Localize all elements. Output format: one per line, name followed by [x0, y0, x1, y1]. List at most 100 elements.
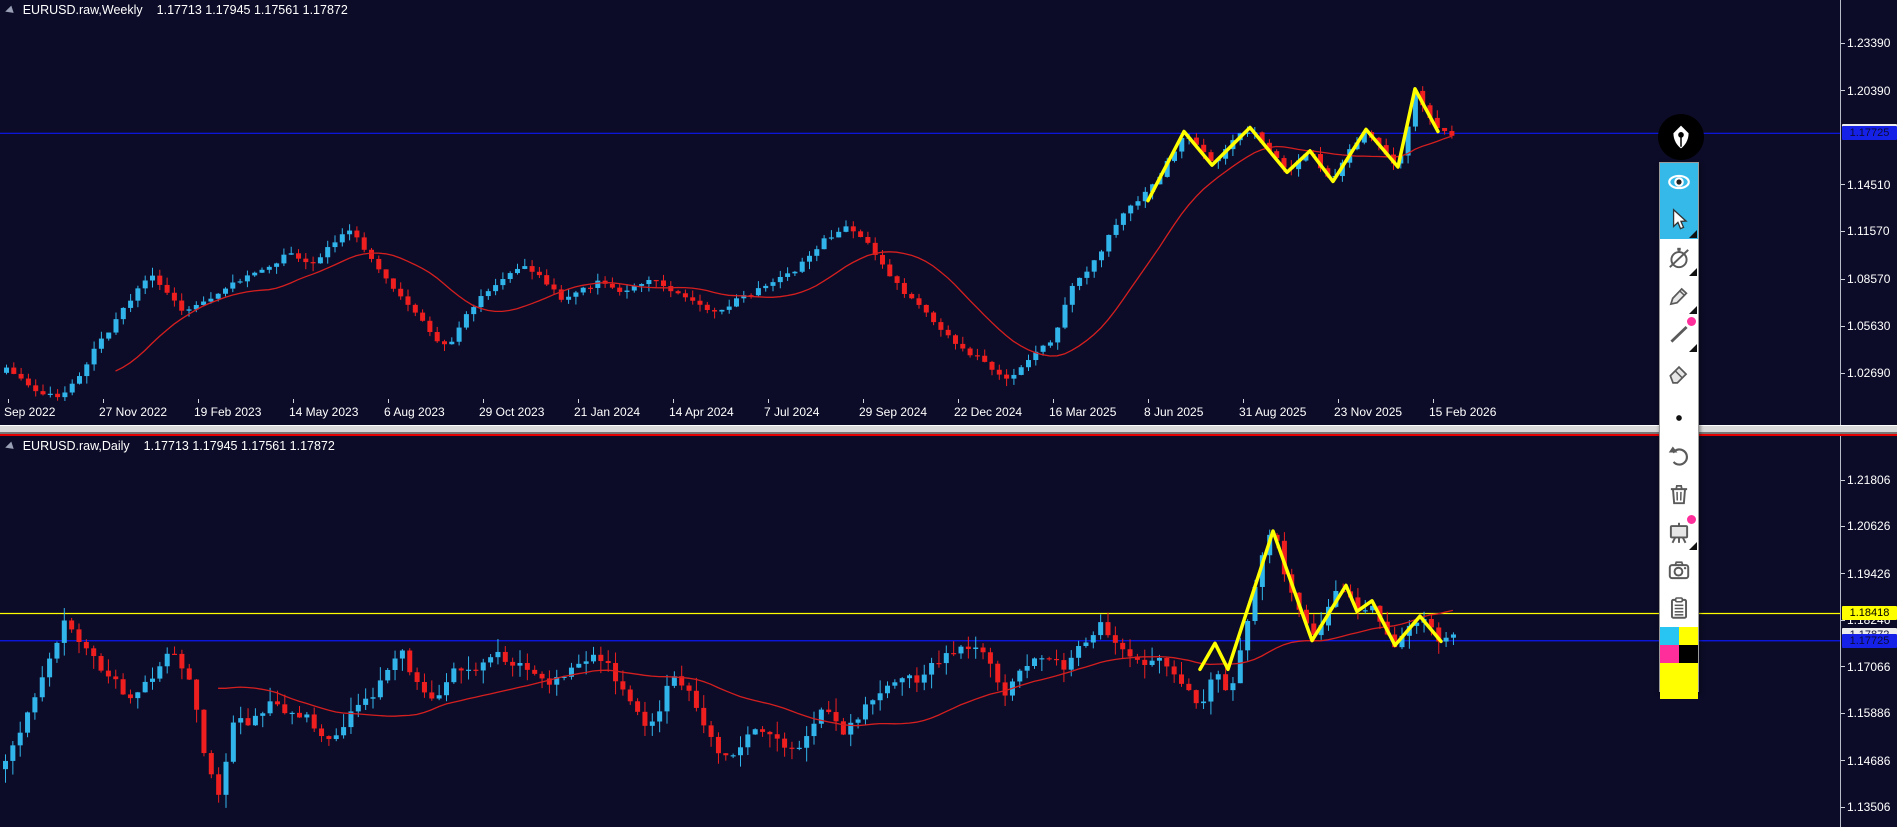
candle-body — [782, 738, 788, 748]
window-splitter[interactable] — [0, 425, 1897, 434]
candle-body — [649, 721, 655, 726]
color-swatch-2[interactable] — [1660, 645, 1679, 663]
candle-body — [953, 335, 958, 344]
marker-button[interactable] — [1660, 277, 1698, 315]
objects-visibility-button[interactable] — [1660, 163, 1698, 201]
candle-body — [1237, 650, 1243, 684]
dot-size-button[interactable] — [1660, 399, 1698, 437]
candle-body — [668, 286, 674, 292]
candle-body — [980, 647, 986, 653]
candle-body — [1179, 674, 1184, 684]
candle-body — [142, 280, 148, 289]
delete-objects-button[interactable] — [1660, 475, 1698, 513]
clipboard-button[interactable] — [1660, 589, 1698, 627]
candle-body — [609, 283, 615, 288]
weekly-time-axis[interactable]: Sep 2022 27 Nov 2022 19 Feb 2023 14 May 202… — [0, 399, 1840, 423]
candle-body — [1230, 683, 1236, 691]
price-tick-label: 1.14510 — [1847, 177, 1891, 192]
candle-body — [25, 712, 31, 733]
candle-body — [32, 697, 38, 713]
zigzag-annotation[interactable] — [1146, 87, 1440, 203]
candle-body — [186, 668, 192, 680]
pen-badge[interactable] — [1658, 114, 1704, 160]
target-line-price-tag[interactable]: 1.18418 — [1842, 606, 1897, 621]
candle-body — [1412, 90, 1418, 127]
candle-body — [1026, 360, 1031, 368]
current-color-swatch[interactable] — [1660, 663, 1698, 699]
candle-body — [588, 287, 593, 289]
board-button[interactable] — [1660, 513, 1698, 551]
candle-body — [427, 320, 433, 333]
candle-body — [1120, 642, 1126, 650]
candle-body — [1011, 374, 1017, 379]
candle-body — [546, 678, 552, 685]
candle-body — [120, 679, 126, 695]
candle-body — [901, 282, 907, 295]
candle-body — [478, 296, 484, 308]
candle-body — [880, 254, 885, 265]
candle-body — [1223, 674, 1229, 691]
weekly-chart-canvas[interactable] — [0, 0, 1841, 426]
candle-body — [1069, 285, 1075, 305]
candle-body — [39, 677, 45, 698]
candle-body — [741, 295, 747, 299]
candle-body — [1113, 224, 1119, 235]
candle-body — [1002, 682, 1008, 696]
candle-body — [583, 661, 589, 664]
candle-body — [274, 263, 280, 267]
candle-body — [135, 692, 141, 699]
candle-body — [193, 304, 199, 310]
candle-body — [967, 348, 973, 356]
line-tool-button[interactable] — [1660, 315, 1698, 353]
candle-body — [894, 276, 900, 283]
candle-body — [333, 735, 339, 740]
candle-body — [76, 629, 82, 643]
timer-off-button[interactable] — [1660, 239, 1698, 277]
clipboard-icon — [1670, 597, 1688, 619]
candle-body — [914, 675, 920, 683]
price-tick-label: 1.20390 — [1847, 83, 1891, 98]
color-swatch-1[interactable] — [1679, 627, 1698, 645]
candle-body — [1414, 622, 1420, 626]
candle-body — [405, 296, 411, 305]
candle-body — [1061, 660, 1067, 670]
candle-body — [1281, 540, 1287, 575]
moving-average-line[interactable] — [218, 609, 1454, 727]
symbol-menu-arrow-icon[interactable]: ◀ — [3, 439, 15, 453]
candle-body — [1142, 659, 1148, 665]
candle-body — [361, 237, 367, 250]
candle-body — [1032, 658, 1037, 666]
color-swatch-0[interactable] — [1660, 627, 1679, 645]
cursor-button[interactable] — [1660, 201, 1698, 239]
time-tick-mark — [293, 399, 294, 403]
bid-line-price-tag[interactable]: 1.17725 — [1842, 633, 1897, 648]
symbol-menu-arrow-icon[interactable]: ◀ — [3, 3, 15, 17]
candle-body — [818, 709, 824, 724]
candle-body — [529, 266, 535, 272]
candle-body — [208, 753, 214, 775]
price-tick-mark — [1841, 278, 1845, 280]
candle-body — [179, 300, 185, 311]
candle-body — [807, 255, 812, 262]
candle-body — [664, 685, 670, 712]
screenshot-button[interactable] — [1660, 551, 1698, 589]
candle-body — [1434, 117, 1440, 128]
zigzag-annotation[interactable] — [1198, 529, 1443, 672]
candle-body — [1172, 151, 1177, 161]
eraser-button[interactable] — [1660, 353, 1698, 391]
daily-chart-canvas[interactable] — [0, 436, 1841, 827]
candle-body — [767, 731, 773, 735]
undo-button[interactable] — [1660, 437, 1698, 475]
bid-line-price-tag[interactable]: 1.17725 — [1842, 126, 1897, 141]
candle-body — [47, 393, 53, 395]
color-swatch-3[interactable] — [1679, 645, 1698, 663]
candle-body — [843, 226, 849, 232]
candle-body — [945, 329, 951, 336]
candle-body — [748, 295, 754, 297]
moving-average-line[interactable] — [115, 135, 1452, 372]
pen-nib-icon — [1673, 125, 1689, 149]
candle-body — [1428, 618, 1434, 628]
price-tick-label: 1.19426 — [1847, 566, 1891, 581]
candle-body — [106, 332, 112, 339]
candle-body — [1420, 90, 1426, 106]
